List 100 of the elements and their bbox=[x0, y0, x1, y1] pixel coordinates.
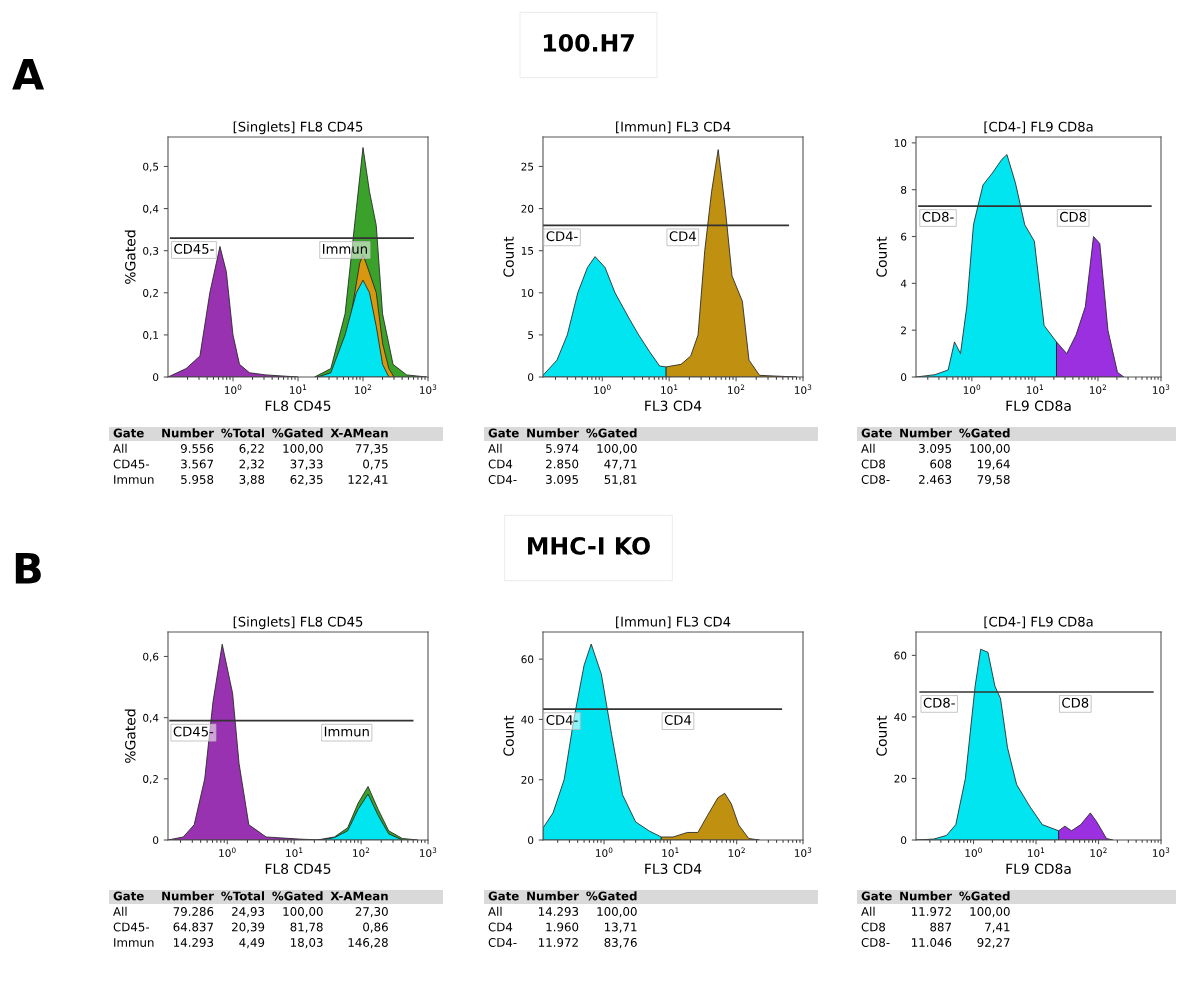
annotation: CD4 bbox=[669, 231, 696, 242]
text: CD4 1.960 13,71 bbox=[488, 922, 637, 933]
x-tick-label: 10$^{2}$ bbox=[1089, 384, 1107, 395]
y-tick-label: 8 bbox=[901, 185, 907, 194]
chart-title: [Immun] FL3 CD4 bbox=[616, 616, 731, 629]
x-axis-title: FL8 CD45 bbox=[265, 400, 331, 412]
y-axis-title: Count bbox=[503, 715, 514, 756]
text: All 11.972 100,00 bbox=[861, 906, 1010, 918]
x-tick-label: 10$^{1}$ bbox=[1028, 847, 1045, 858]
y-tick-label: 5 bbox=[528, 331, 534, 339]
y-tick-label: 20 bbox=[521, 775, 534, 784]
text: Immun 5.958 3,88 62,35 122,41 bbox=[114, 475, 388, 486]
y-tick-label: 4 bbox=[900, 279, 907, 288]
x-tick-label: 10$^{2}$ bbox=[354, 384, 372, 395]
x-tick-label: 10$^{1}$ bbox=[286, 847, 303, 858]
y-tick-label: 0,3 bbox=[143, 246, 159, 256]
y-tick-label: 0,6 bbox=[143, 652, 159, 662]
y-axis-title: %Gated bbox=[124, 230, 136, 284]
text: CD4- 3.095 51,81 bbox=[488, 475, 637, 486]
x-axis-title: FL9 CD8a bbox=[1006, 400, 1071, 412]
x-tick-label: 10$^{3}$ bbox=[419, 384, 437, 395]
x-tick-label: 10$^{0}$ bbox=[965, 847, 982, 858]
y-tick-label: 15 bbox=[521, 247, 534, 255]
y-tick-label: 10 bbox=[894, 139, 907, 147]
text: Gate Number %Gated bbox=[488, 428, 637, 438]
y-tick-label: 0,2 bbox=[143, 289, 158, 298]
chart-title: [CD4-] FL9 CD8a bbox=[984, 616, 1093, 629]
y-axis-title: Count bbox=[503, 236, 514, 277]
text: CD4 2.850 47,71 bbox=[488, 459, 637, 470]
text: All 9.556 6,22 100,00 77,35 bbox=[113, 443, 388, 455]
x-axis-title: FL3 CD4 bbox=[645, 863, 702, 875]
annotation: CD8- bbox=[922, 211, 954, 222]
y-tick-label: 0 bbox=[901, 373, 907, 382]
y-tick-label: 60 bbox=[521, 655, 534, 664]
text: Gate Number %Gated bbox=[488, 891, 637, 901]
y-tick-label: 6 bbox=[901, 232, 907, 241]
x-tick-label: 10$^{0}$ bbox=[224, 384, 242, 395]
y-tick-label: 0,2 bbox=[143, 775, 158, 784]
y-tick-label: 0 bbox=[153, 373, 159, 382]
y-tick-label: 25 bbox=[521, 162, 534, 171]
text: CD4- 11.972 83,76 bbox=[488, 938, 637, 949]
text: Gate Number %Gated bbox=[861, 428, 1010, 438]
x-tick-label: 10$^{1}$ bbox=[1026, 384, 1044, 395]
text: All 14.293 100,00 bbox=[488, 906, 637, 918]
y-axis-title: Count bbox=[876, 236, 887, 277]
annotation: Immun bbox=[323, 244, 367, 254]
text: A bbox=[12, 59, 45, 90]
text: CD8- 2.463 79,58 bbox=[861, 475, 1010, 486]
text: B bbox=[15, 553, 41, 584]
annotation: CD8 bbox=[1060, 211, 1087, 222]
annotation: CD8 bbox=[1062, 697, 1089, 708]
x-tick-label: 10$^{1}$ bbox=[289, 384, 307, 395]
x-tick-label: 10$^{0}$ bbox=[596, 847, 613, 858]
x-axis-title: FL9 CD8a bbox=[1006, 863, 1071, 875]
annotation: CD45- bbox=[174, 243, 214, 254]
x-tick-label: 10$^{3}$ bbox=[1152, 384, 1170, 395]
x-tick-label: 10$^{0}$ bbox=[219, 847, 236, 858]
y-tick-label: 0 bbox=[153, 836, 159, 845]
x-tick-label: 10$^{0}$ bbox=[963, 384, 981, 395]
text: Immun 14.293 4,49 18,03 146,28 bbox=[114, 938, 388, 949]
chart-title: [Immun] FL3 CD4 bbox=[616, 121, 731, 134]
annotation: CD8- bbox=[923, 697, 955, 708]
text: Gate Number %Gated bbox=[861, 891, 1010, 901]
annotation: CD4- bbox=[546, 714, 578, 725]
y-tick-label: 0,4 bbox=[143, 204, 159, 214]
y-tick-label: 0 bbox=[528, 836, 534, 845]
text: Gate Number %Total %Gated X-AMean bbox=[113, 428, 388, 438]
y-tick-label: 20 bbox=[521, 204, 534, 213]
y-tick-label: 0,4 bbox=[143, 713, 159, 723]
y-tick-label: 2 bbox=[901, 326, 906, 335]
text: CD8- 11.046 92,27 bbox=[861, 938, 1010, 949]
x-tick-label: 10$^{3}$ bbox=[794, 847, 812, 858]
y-tick-label: 0,5 bbox=[143, 162, 159, 172]
y-tick-label: 20 bbox=[894, 774, 907, 783]
text: CD45- 3.567 2,32 37,33 0,75 bbox=[113, 459, 388, 470]
x-tick-label: 10$^{2}$ bbox=[353, 847, 370, 858]
text: CD45- 64.837 20,39 81,78 0,86 bbox=[113, 922, 388, 933]
text: All 79.286 24,93 100,00 27,30 bbox=[113, 906, 388, 918]
y-tick-label: 0,1 bbox=[143, 331, 159, 341]
x-tick-label: 10$^{3}$ bbox=[794, 384, 812, 395]
text: All 5.974 100,00 bbox=[488, 443, 637, 455]
x-tick-label: 10$^{2}$ bbox=[728, 847, 745, 858]
x-axis-title: FL3 CD4 bbox=[645, 400, 702, 412]
y-tick-label: 60 bbox=[894, 651, 907, 660]
x-tick-label: 10$^{1}$ bbox=[662, 847, 679, 858]
x-tick-label: 10$^{2}$ bbox=[728, 384, 745, 395]
annotation: CD4 bbox=[664, 714, 692, 725]
x-tick-label: 10$^{0}$ bbox=[594, 384, 611, 395]
text: MHC-I KO bbox=[528, 536, 650, 555]
y-tick-label: 40 bbox=[894, 713, 907, 722]
y-tick-label: 40 bbox=[521, 715, 534, 724]
x-tick-label: 10$^{1}$ bbox=[661, 384, 678, 395]
annotation: Immun bbox=[324, 726, 369, 737]
x-tick-label: 10$^{2}$ bbox=[1090, 847, 1107, 858]
y-axis-title: Count bbox=[876, 715, 887, 756]
annotation: CD45- bbox=[173, 726, 214, 737]
annotation: CD4- bbox=[546, 231, 578, 242]
x-axis-title: FL8 CD45 bbox=[265, 863, 331, 875]
chart-title: [CD4-] FL9 CD8a bbox=[984, 121, 1093, 134]
y-tick-label: 0 bbox=[528, 373, 534, 382]
